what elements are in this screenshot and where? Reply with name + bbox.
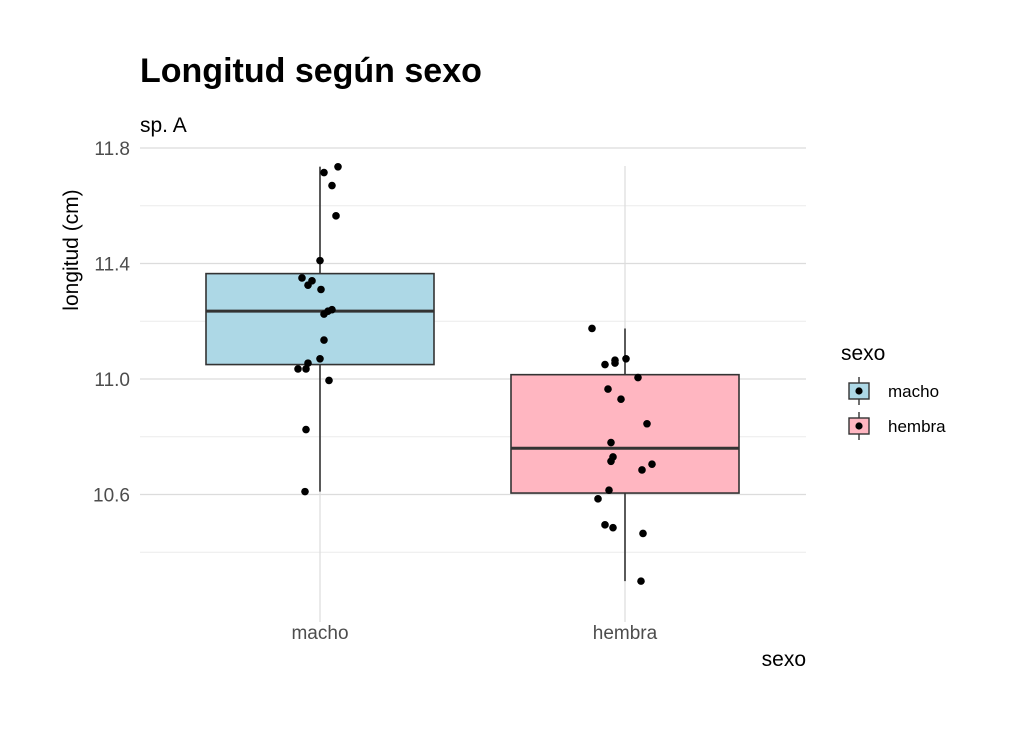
data-point: [325, 376, 333, 385]
data-point: [298, 274, 306, 282]
data-point: [643, 419, 651, 428]
data-point: [638, 466, 646, 474]
data-point: [302, 425, 310, 434]
data-point: [294, 365, 302, 373]
y-axis-title: longitud (cm): [60, 189, 83, 310]
data-point: [320, 168, 328, 177]
legend-key-point: [855, 387, 863, 395]
legend-label: macho: [888, 382, 939, 401]
data-point: [604, 385, 612, 393]
data-point: [320, 310, 328, 318]
data-point: [607, 438, 615, 447]
data-point: [301, 487, 309, 496]
data-point: [611, 359, 619, 367]
data-point: [639, 529, 647, 538]
data-point: [320, 336, 328, 344]
legend-label: hembra: [888, 417, 946, 436]
legend-title: sexo: [841, 342, 885, 365]
data-point: [605, 486, 613, 494]
x-tick-label: macho: [291, 623, 348, 644]
data-point: [634, 373, 642, 382]
data-point: [332, 212, 340, 220]
data-point: [334, 162, 342, 171]
data-point: [316, 354, 324, 363]
data-point: [316, 256, 324, 265]
chart-subtitle: sp. A: [140, 114, 187, 137]
x-tick-label: hembra: [593, 623, 658, 644]
data-point: [594, 495, 602, 503]
y-tick-label: 11.4: [94, 255, 130, 276]
data-point: [609, 523, 617, 532]
box-hembra: [510, 373, 740, 494]
y-tick-label: 11.8: [94, 139, 130, 160]
data-point: [601, 521, 609, 529]
data-point: [304, 281, 312, 289]
data-point: [637, 577, 645, 585]
legend-key-point: [855, 422, 863, 430]
data-point: [622, 354, 630, 363]
y-tick-label: 10.6: [93, 486, 130, 507]
data-point: [588, 324, 596, 333]
chart-title: Longitud según sexo: [140, 52, 482, 90]
data-point: [648, 460, 656, 468]
data-point: [617, 395, 625, 404]
x-axis-title: sexo: [762, 648, 806, 671]
data-point: [601, 360, 609, 369]
data-point: [328, 181, 336, 190]
data-point: [607, 457, 615, 466]
data-point: [317, 285, 325, 294]
y-tick-label: 11.0: [94, 370, 130, 391]
data-point: [302, 365, 310, 373]
data-point: [304, 359, 312, 367]
